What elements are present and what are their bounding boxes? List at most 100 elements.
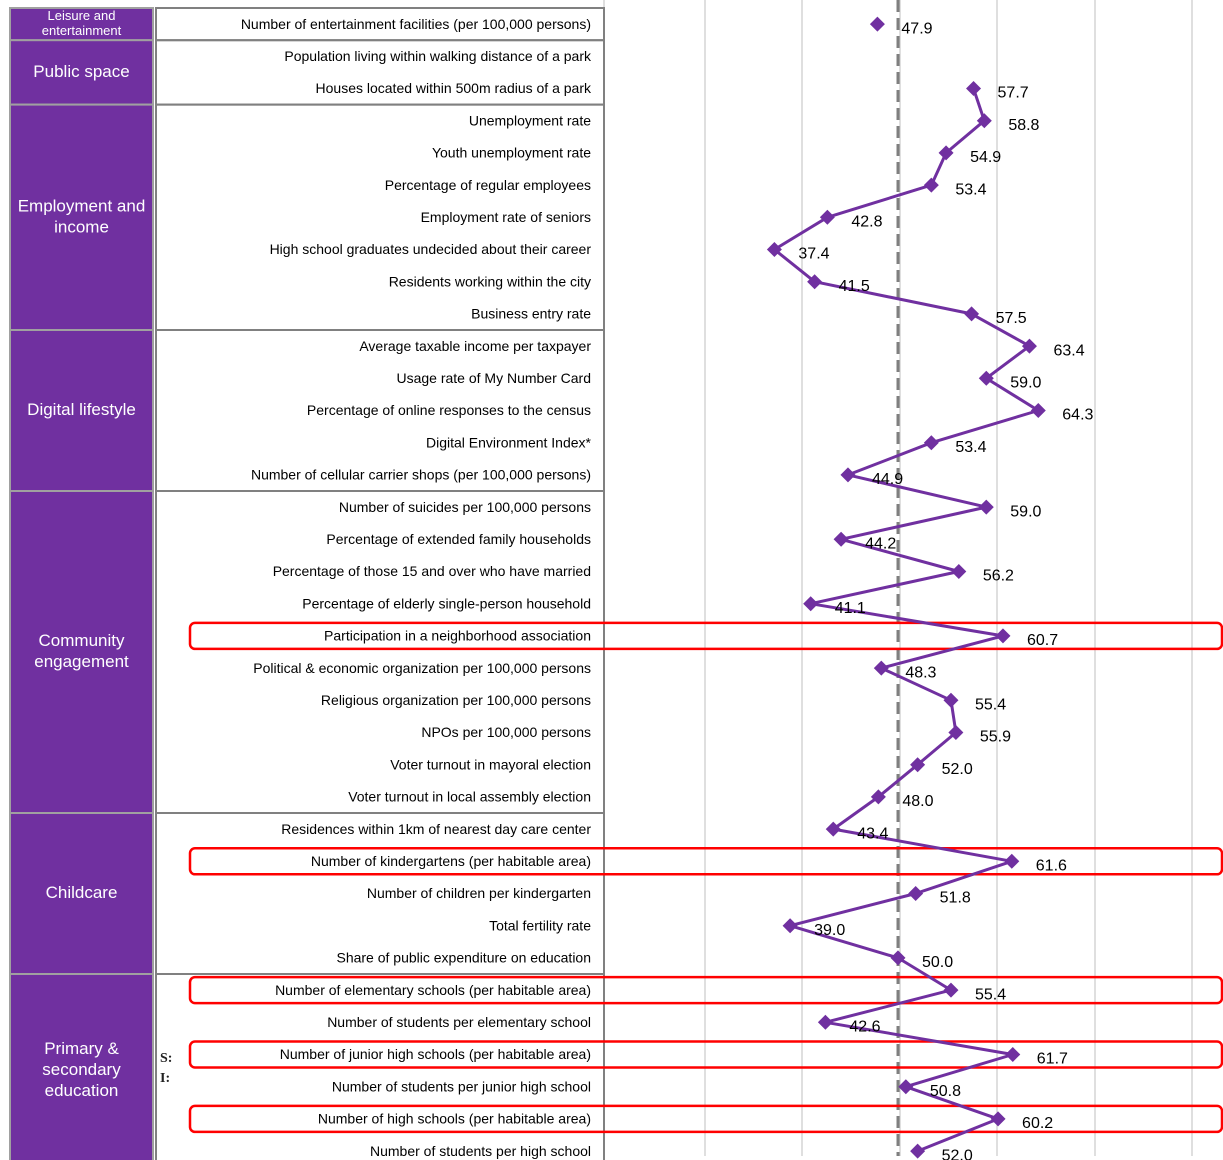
value-label: 50.0 <box>922 954 953 971</box>
value-label: 37.4 <box>798 246 829 263</box>
indicator-label: Percentage of extended family households <box>326 531 591 547</box>
category-label: Digital lifestyle <box>27 400 136 419</box>
value-label: 39.0 <box>814 922 845 939</box>
category-label: Primary & <box>44 1039 119 1058</box>
indicator-label: Houses located within 500m radius of a p… <box>316 80 592 96</box>
data-point-marker <box>910 1143 926 1159</box>
data-point-marker <box>807 274 823 290</box>
series-line-layer <box>772 88 1040 1153</box>
data-point-marker <box>978 499 994 515</box>
data-point-marker <box>890 950 906 966</box>
category-box-3 <box>9 329 154 492</box>
marker-layer <box>766 16 1046 1159</box>
data-point-marker <box>943 692 959 708</box>
indicator-label: Number of students per high school <box>370 1143 591 1159</box>
indicator-label: Number of junior high schools (per habit… <box>280 1046 591 1062</box>
data-point-marker <box>1030 403 1046 418</box>
value-label: 52.0 <box>942 1147 973 1160</box>
value-label: 42.6 <box>849 1019 880 1036</box>
indicator-label: Number of kindergartens (per habitable a… <box>311 853 591 869</box>
data-point-marker <box>908 886 924 901</box>
value-label: 61.7 <box>1037 1051 1068 1068</box>
value-label: 55.4 <box>975 697 1006 714</box>
indicator-label: High school graduates undecided about th… <box>270 241 592 257</box>
indicator-label-column: Number of entertainment facilities (per … <box>155 7 605 1160</box>
category-label: Community <box>39 631 125 650</box>
category-label: Leisure and <box>48 8 116 23</box>
value-label: 55.9 <box>980 729 1011 746</box>
series-line <box>772 88 1040 1153</box>
data-point-marker <box>1005 1047 1021 1062</box>
value-label: 41.5 <box>839 278 870 295</box>
value-label: 64.3 <box>1062 407 1093 424</box>
data-point-marker <box>948 725 964 740</box>
indicator-label: Average taxable income per taxpayer <box>359 338 591 354</box>
indicator-label: Youth unemployment rate <box>432 145 591 161</box>
value-label: 55.4 <box>975 986 1006 1003</box>
indicator-label: Number of children per kindergarten <box>367 885 591 901</box>
indicator-label: Number of high schools (per habitable ar… <box>318 1111 591 1127</box>
data-point-marker <box>766 242 782 257</box>
indicator-label: NPOs per 100,000 persons <box>421 724 591 740</box>
value-label: 60.2 <box>1022 1115 1053 1132</box>
data-point-marker <box>869 16 885 32</box>
indicator-label: Voter turnout in local assembly election <box>348 789 591 805</box>
value-label: 59.0 <box>1010 375 1041 392</box>
data-point-marker <box>840 467 856 483</box>
value-label: 53.4 <box>955 439 986 456</box>
data-point-marker <box>898 1079 914 1095</box>
data-point-marker <box>817 1014 833 1030</box>
value-label-layer: 47.9 57.7 58.8 54.9 53.4 42.8 37.4 41.5 57.5 63.4… <box>798 20 1093 1160</box>
indicator-label: Voter turnout in mayoral election <box>390 756 591 772</box>
category-label: entertainment <box>42 23 122 38</box>
indicator-label: Usage rate of My Number Card <box>396 370 591 386</box>
data-point-marker <box>1004 853 1020 869</box>
value-label: 58.8 <box>1008 117 1039 134</box>
category-box-1 <box>9 39 154 106</box>
indicator-label: Number of entertainment facilities (per … <box>241 16 591 32</box>
value-label: 48.0 <box>902 793 933 810</box>
category-label: income <box>54 217 109 236</box>
indicator-label: Number of students per junior high schoo… <box>332 1078 591 1094</box>
value-label: 42.8 <box>851 214 882 231</box>
value-label: 44.9 <box>872 471 903 488</box>
data-point-marker <box>951 564 967 579</box>
indicator-label: Business entry rate <box>471 306 591 322</box>
data-point-marker <box>803 596 819 612</box>
indicator-label: Share of public expenditure on education <box>336 950 591 966</box>
indicator-label: Participation in a neighborhood associat… <box>324 628 591 644</box>
indicator-label: Number of students per elementary school <box>327 1014 591 1030</box>
data-point-marker <box>782 918 798 934</box>
category-box-5 <box>9 812 154 975</box>
highlight-boxes <box>188 621 1223 1134</box>
category-label: secondary <box>42 1060 121 1079</box>
category-label: Public space <box>33 62 129 81</box>
data-point-marker <box>976 113 992 129</box>
indicator-label: Religious organization per 100,000 perso… <box>321 692 591 708</box>
value-label: 50.8 <box>930 1083 961 1100</box>
data-point-marker <box>978 370 994 386</box>
indicator-label: Percentage of elderly single-person hous… <box>302 595 591 611</box>
value-label: 59.0 <box>1010 503 1041 520</box>
indicator-label: Residences within 1km of nearest day car… <box>281 821 591 837</box>
data-point-marker <box>923 177 939 193</box>
indicator-label: Digital Environment Index* <box>426 434 592 450</box>
value-label: 44.2 <box>865 536 896 553</box>
data-point-marker <box>938 145 954 161</box>
data-point-marker <box>964 306 980 322</box>
indicator-label: Population living within walking distanc… <box>284 48 592 64</box>
value-label: 51.8 <box>940 890 971 907</box>
data-point-marker <box>870 789 886 805</box>
stray-text-layer: S: I: <box>160 1051 172 1086</box>
category-box-4 <box>9 490 154 814</box>
indicator-label: Employment rate of seniors <box>421 209 591 225</box>
stray-text: S: <box>160 1051 172 1066</box>
data-point-marker <box>825 821 841 837</box>
indicator-label: Total fertility rate <box>489 917 591 933</box>
stray-text: I: <box>160 1071 170 1086</box>
category-box-2 <box>9 103 154 331</box>
value-label: 63.4 <box>1053 342 1084 359</box>
indicator-label: Percentage of online responses to the ce… <box>307 402 591 418</box>
data-point-marker <box>923 435 939 451</box>
